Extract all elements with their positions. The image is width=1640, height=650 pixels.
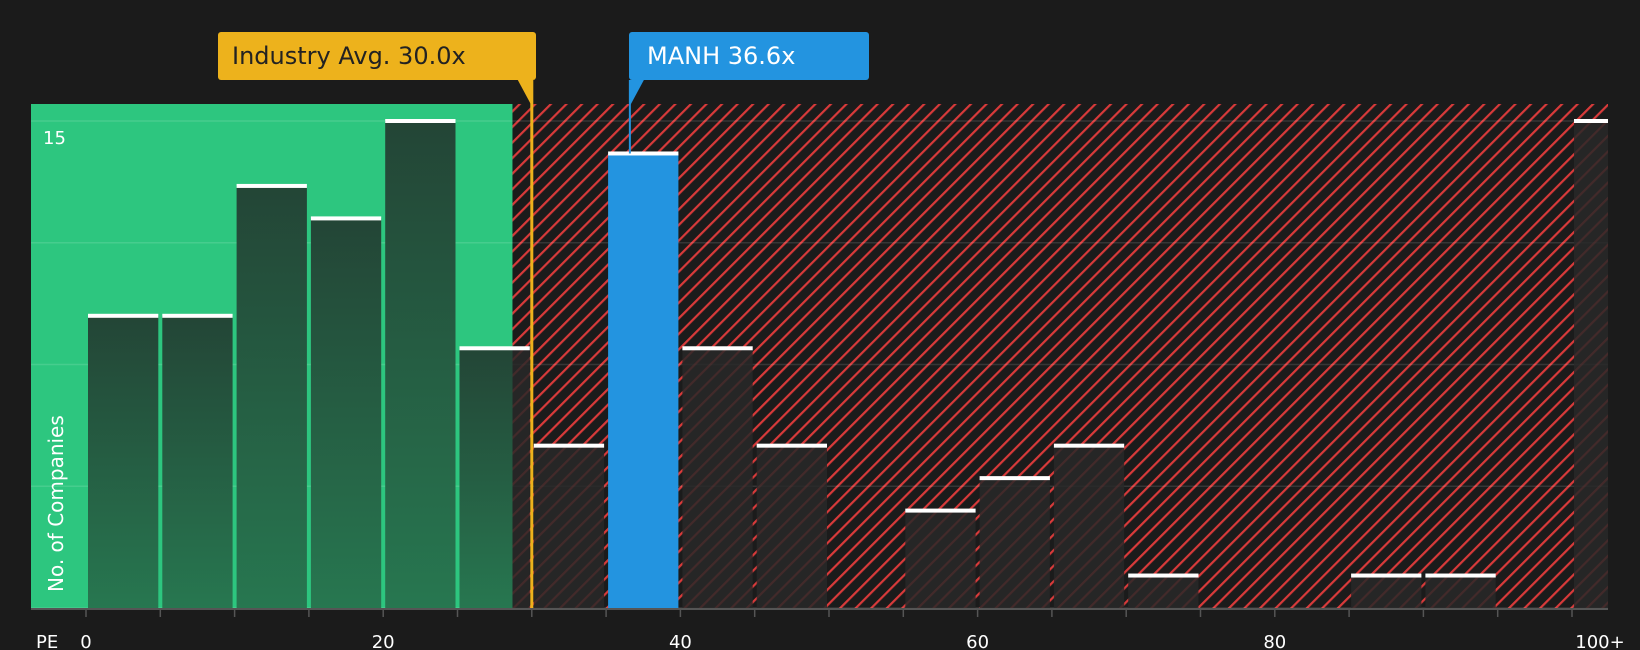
histogram-bar (1425, 575, 1496, 608)
histogram-bar (1351, 575, 1422, 608)
bar-cap (236, 183, 307, 188)
industry-average-callout: Industry Avg. 30.0x (218, 32, 536, 80)
bar-cap (1351, 573, 1422, 578)
histogram-bar (682, 348, 753, 608)
histogram-bar (608, 153, 679, 608)
bar-cap (682, 346, 753, 351)
bar-cap (1053, 443, 1125, 448)
company-pe-callout: MANH 36.6x (629, 32, 869, 80)
x-tick-label: 20 (372, 632, 395, 650)
histogram-bar (1128, 575, 1199, 608)
histogram-bar (385, 121, 456, 608)
x-axis-label: PE (36, 632, 58, 650)
bar-cap (1574, 119, 1608, 123)
bar-cap (608, 151, 679, 156)
bar-cap (162, 313, 233, 318)
bar-cap (533, 443, 605, 448)
bar-cap (310, 216, 382, 221)
industry-callout-pointer (517, 80, 532, 106)
bar-cap (1425, 573, 1496, 578)
histogram-bar (236, 185, 307, 608)
histogram-bar (310, 218, 382, 608)
bar-cap (979, 476, 1050, 481)
bar-cap (88, 313, 159, 318)
histogram-bar (1574, 121, 1608, 608)
histogram-bar (979, 478, 1050, 608)
x-tick-label: 80 (1263, 632, 1286, 650)
histogram-bar (1053, 445, 1125, 608)
histogram-bar (162, 315, 233, 608)
y-axis-label: No. of Companies (44, 415, 68, 592)
company-callout-pointer (629, 80, 644, 106)
histogram-bar (756, 445, 827, 608)
x-tick-label: 40 (669, 632, 692, 650)
histogram-bar (512, 348, 530, 608)
bar-cap (459, 346, 530, 351)
histogram-bar (533, 445, 605, 608)
histogram-bar (88, 315, 159, 608)
bar-cap (385, 119, 456, 123)
x-tick-label: 100+ (1575, 632, 1624, 650)
bar-cap (1128, 573, 1199, 578)
x-tick-label: 60 (966, 632, 989, 650)
x-tick-label: 0 (80, 632, 91, 650)
histogram-bar (905, 510, 976, 608)
y-tick-label: 15 (43, 128, 66, 149)
histogram-bar (459, 348, 513, 608)
bar-cap (905, 508, 976, 513)
bar-cap (756, 443, 827, 448)
